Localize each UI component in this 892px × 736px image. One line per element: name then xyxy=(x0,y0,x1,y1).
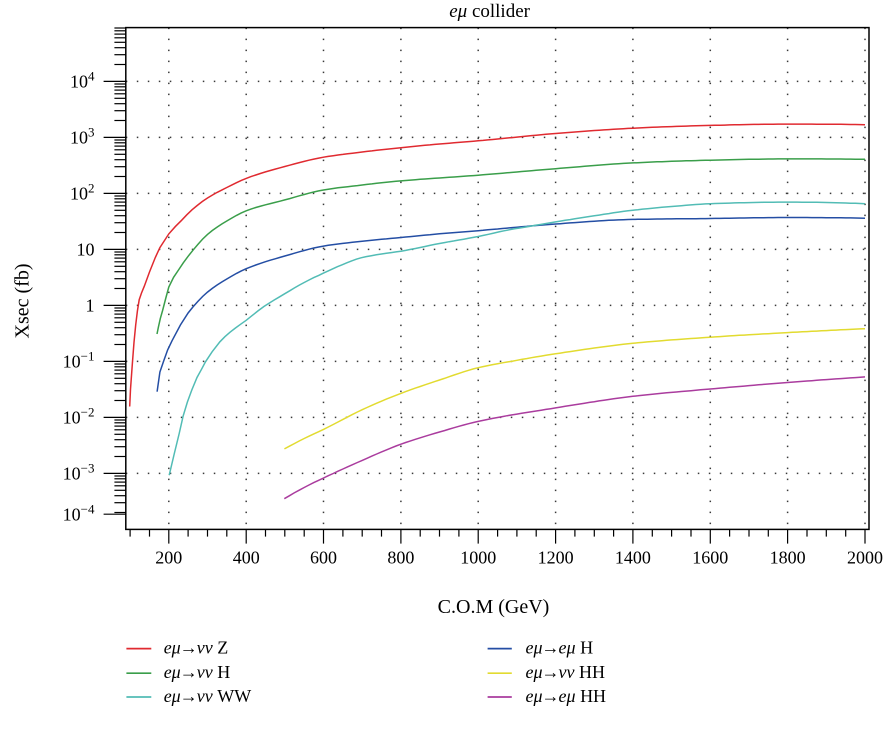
svg-text:eμ collider: eμ collider xyxy=(449,1,530,22)
svg-text:10: 10 xyxy=(77,240,95,260)
svg-text:200: 200 xyxy=(155,548,182,568)
svg-text:1600: 1600 xyxy=(692,548,728,568)
svg-text:eμ→νν HH: eμ→νν HH xyxy=(526,662,606,682)
svg-text:Xsec (fb): Xsec (fb) xyxy=(12,264,34,339)
svg-text:1400: 1400 xyxy=(615,548,651,568)
svg-text:2000: 2000 xyxy=(847,548,883,568)
svg-text:eμ→eμ HH: eμ→eμ HH xyxy=(526,686,607,706)
svg-text:C.O.M (GeV): C.O.M (GeV) xyxy=(438,596,550,618)
svg-text:600: 600 xyxy=(310,548,337,568)
svg-text:1200: 1200 xyxy=(538,548,574,568)
svg-text:eμ→νν Z: eμ→νν Z xyxy=(164,637,229,657)
svg-text:800: 800 xyxy=(387,548,414,568)
svg-text:1800: 1800 xyxy=(770,548,806,568)
svg-text:eμ→eμ H: eμ→eμ H xyxy=(526,637,594,657)
svg-text:1: 1 xyxy=(86,296,95,316)
svg-text:eμ→νν WW: eμ→νν WW xyxy=(164,686,252,706)
svg-text:eμ→νν H: eμ→νν H xyxy=(164,662,231,682)
svg-text:1000: 1000 xyxy=(460,548,496,568)
svg-text:400: 400 xyxy=(233,548,260,568)
